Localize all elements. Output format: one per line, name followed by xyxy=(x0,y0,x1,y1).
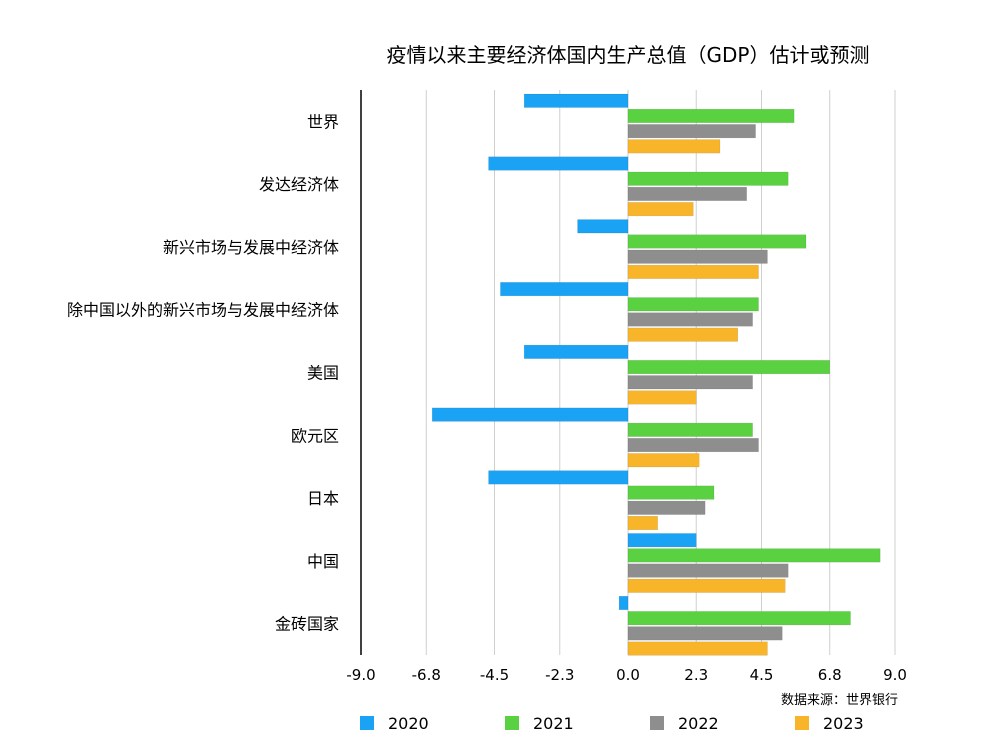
bar-2021 xyxy=(627,485,715,500)
legend-swatch-2023 xyxy=(795,716,809,730)
x-tick-labels: -9.0 -6.8 -4.5 -2.3 0.0 2.3 4.5 6.8 9.0 xyxy=(346,666,907,684)
x-tick-label: -9.0 xyxy=(346,666,375,684)
bar-2020 xyxy=(618,595,629,610)
bar-2023 xyxy=(627,453,700,468)
legend-swatch-2020 xyxy=(360,716,374,730)
x-tick-label: 6.8 xyxy=(818,666,842,684)
bar-2022 xyxy=(627,249,768,264)
bar-2020 xyxy=(627,533,697,548)
bar-2023 xyxy=(627,578,786,593)
bar-2022 xyxy=(627,375,753,390)
bar-2023 xyxy=(627,327,739,342)
category-label: 世界 xyxy=(307,112,339,131)
legend-label: 2022 xyxy=(678,714,719,733)
legend-label: 2021 xyxy=(533,714,574,733)
bar-2023 xyxy=(627,390,697,405)
x-tick-label: 0.0 xyxy=(616,666,640,684)
x-tick-label: -6.8 xyxy=(412,666,441,684)
source-note: 数据来源：世界银行 xyxy=(781,693,898,708)
legend: 2020 2021 2022 2023 xyxy=(360,714,864,733)
bar-2023 xyxy=(627,139,721,154)
bar-2022 xyxy=(627,124,756,139)
bar-2021 xyxy=(627,422,753,437)
bar-2020 xyxy=(523,93,629,108)
category-label: 中国 xyxy=(307,552,339,571)
bar-2020 xyxy=(523,344,629,359)
x-tick-label: 2.3 xyxy=(684,666,708,684)
bar-2022 xyxy=(627,563,789,578)
category-label: 美国 xyxy=(307,364,339,383)
bar-2021 xyxy=(627,297,759,312)
x-tick-label: -4.5 xyxy=(480,666,509,684)
bar-2023 xyxy=(627,516,658,531)
x-tick-label: -2.3 xyxy=(545,666,574,684)
bar-2022 xyxy=(627,626,783,641)
bar-2023 xyxy=(627,202,694,217)
category-label: 日本 xyxy=(307,489,339,508)
bar-2020 xyxy=(577,219,629,234)
bar-2021 xyxy=(627,108,795,123)
legend-label: 2020 xyxy=(388,714,429,733)
bar-2021 xyxy=(627,611,851,626)
bars xyxy=(431,93,881,656)
category-label: 新兴市场与发展中经济体 xyxy=(163,238,339,257)
bar-2022 xyxy=(627,500,706,515)
category-label: 金砖国家 xyxy=(275,615,339,634)
legend-swatch-2021 xyxy=(505,716,519,730)
bar-2021 xyxy=(627,234,807,249)
x-tick-label: 9.0 xyxy=(883,666,907,684)
bar-2022 xyxy=(627,312,753,327)
x-tick-label: 4.5 xyxy=(750,666,774,684)
legend-swatch-2022 xyxy=(650,716,664,730)
bar-2021 xyxy=(627,171,789,186)
bar-2021 xyxy=(627,360,830,375)
chart-title: 疫情以来主要经济体国内生产总值（GDP）估计或预测 xyxy=(387,43,870,67)
bar-2023 xyxy=(627,641,768,656)
bar-2022 xyxy=(627,438,759,453)
legend-label: 2023 xyxy=(823,714,864,733)
bar-2023 xyxy=(627,264,759,279)
bar-2021 xyxy=(627,548,881,563)
category-label: 欧元区 xyxy=(291,426,339,445)
bar-2020 xyxy=(500,282,629,297)
category-label: 发达经济体 xyxy=(259,175,339,194)
bar-2020 xyxy=(488,156,629,171)
bar-2020 xyxy=(431,407,629,422)
category-labels: 世界发达经济体新兴市场与发展中经济体除中国以外的新兴市场与发展中经济体美国欧元区… xyxy=(67,112,339,633)
bar-2022 xyxy=(627,186,747,201)
category-label: 除中国以外的新兴市场与发展中经济体 xyxy=(67,301,339,320)
bar-2020 xyxy=(488,470,629,485)
